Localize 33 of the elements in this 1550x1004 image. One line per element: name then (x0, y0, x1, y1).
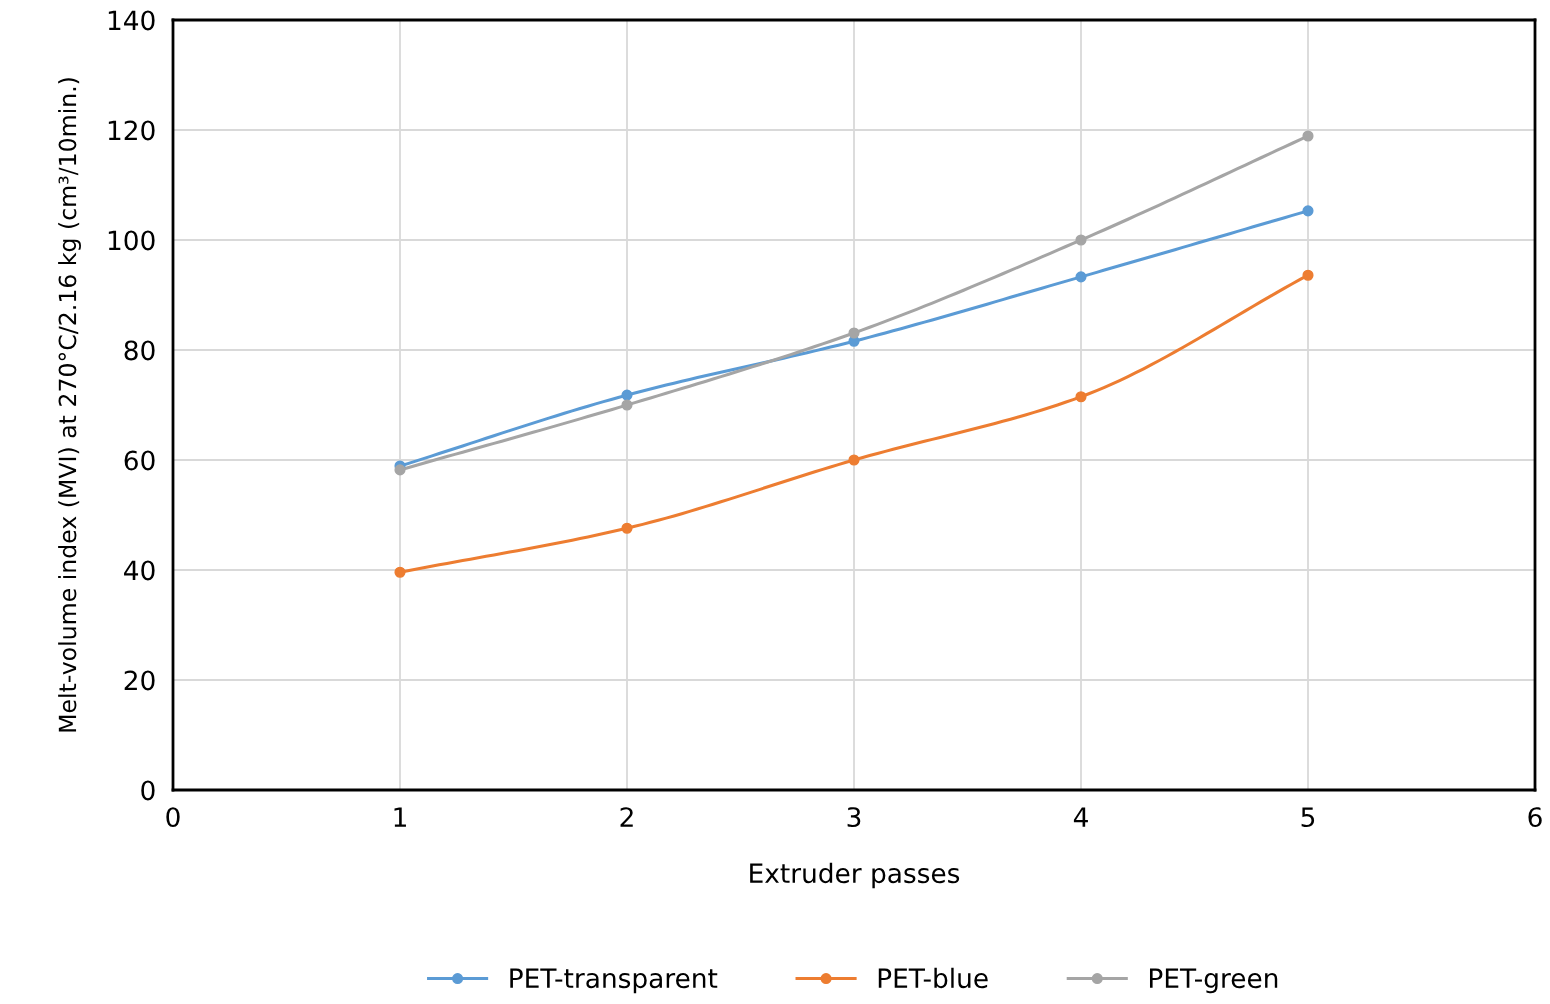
point (848, 327, 860, 339)
y-tick-label: 140 (108, 10, 155, 31)
point (621, 399, 633, 411)
point (1302, 205, 1314, 217)
y-tick-label: 0 (141, 780, 155, 801)
legend-label: PET-transparent (510, 968, 718, 994)
y-tick-label: 100 (108, 230, 155, 251)
point (1075, 391, 1087, 403)
point (1075, 234, 1087, 246)
point (621, 522, 633, 534)
legend-label: PET-blue (878, 967, 988, 989)
point (1302, 130, 1314, 142)
x-tick-label: 5 (1301, 807, 1315, 828)
point (1302, 269, 1314, 281)
point (394, 566, 406, 578)
x-tick-label: 2 (620, 807, 633, 827)
y-tick-label: 40 (124, 560, 155, 581)
x-axis-title: Extruder passes (750, 862, 960, 889)
x-tick-label: 3 (847, 807, 861, 828)
y-tick-label: 80 (124, 340, 155, 361)
y-tick-label: 120 (108, 120, 155, 141)
point (1075, 271, 1087, 283)
x-tick-label: 4 (1073, 807, 1088, 827)
x-tick-label: 0 (166, 807, 180, 828)
legend-label: PET-green (1149, 968, 1278, 994)
point (394, 464, 406, 476)
x-tick-label: 1 (394, 807, 406, 827)
y-axis-title: Melt-volume index (MVI) at 270°C/2.16 kg (cm³/10min.) (58, 78, 81, 732)
y-tick-label: 60 (124, 450, 155, 471)
y-tick-label: 20 (124, 670, 155, 691)
point (848, 454, 860, 466)
x-tick-label: 6 (1528, 807, 1542, 828)
point (621, 389, 633, 401)
